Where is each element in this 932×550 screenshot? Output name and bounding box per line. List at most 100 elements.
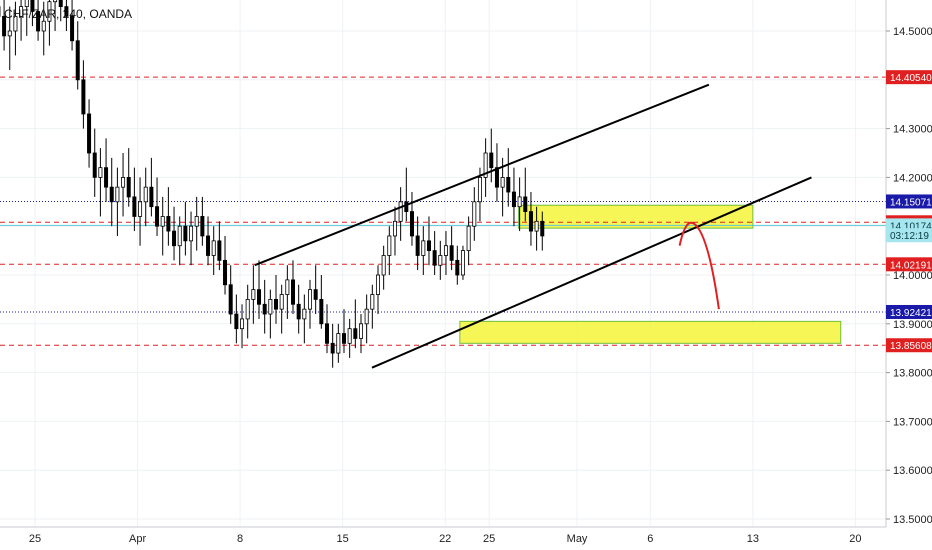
- candle-56[interactable]: [268, 289, 273, 339]
- candle-25[interactable]: [92, 128, 97, 197]
- candle-78[interactable]: [392, 206, 397, 256]
- candle-92[interactable]: [472, 187, 477, 241]
- candle-36[interactable]: [155, 177, 160, 236]
- candle-12[interactable]: [19, 0, 24, 41]
- candle-62[interactable]: [302, 294, 307, 344]
- candle-17[interactable]: [47, 0, 52, 46]
- candle-104[interactable]: [540, 211, 545, 251]
- candle-65[interactable]: [319, 275, 324, 329]
- candle-34[interactable]: [143, 167, 148, 227]
- candle-86[interactable]: [438, 240, 443, 280]
- candle-47[interactable]: [217, 221, 222, 271]
- candle-96[interactable]: [494, 143, 499, 202]
- candle-42[interactable]: [189, 211, 194, 266]
- candle-69[interactable]: [341, 309, 346, 354]
- candle-15[interactable]: [36, 0, 41, 41]
- candle-19[interactable]: [58, 0, 63, 22]
- candle-100[interactable]: [517, 177, 522, 232]
- candle-38[interactable]: [166, 187, 171, 246]
- candle-74[interactable]: [370, 284, 375, 329]
- candle-85[interactable]: [432, 231, 437, 275]
- candle-58[interactable]: [279, 284, 284, 334]
- trendlines[interactable]: [254, 83, 812, 369]
- candle-45[interactable]: [206, 216, 211, 266]
- candle-83[interactable]: [421, 226, 426, 275]
- channel-lower[interactable]: [371, 176, 812, 369]
- candle-21[interactable]: [70, 0, 75, 51]
- candle-79[interactable]: [398, 187, 403, 241]
- candle-101[interactable]: [523, 167, 528, 222]
- candle-10[interactable]: [7, 6, 12, 71]
- candle-31[interactable]: [126, 148, 131, 207]
- candle-89[interactable]: [455, 245, 460, 285]
- candle-14[interactable]: [30, 0, 35, 27]
- candle-70[interactable]: [347, 318, 352, 358]
- candle-9[interactable]: [2, 0, 7, 51]
- channel-upper[interactable]: [254, 83, 710, 267]
- candle-52[interactable]: [245, 284, 250, 339]
- candle-81[interactable]: [409, 192, 414, 246]
- candle-98[interactable]: [506, 148, 511, 207]
- candle-82[interactable]: [415, 216, 420, 271]
- candle-53[interactable]: [251, 265, 256, 324]
- candle-103[interactable]: [534, 206, 539, 251]
- candle-35[interactable]: [149, 157, 154, 217]
- candle-46[interactable]: [211, 226, 216, 275]
- candle-23[interactable]: [81, 60, 86, 129]
- candle-22[interactable]: [75, 21, 80, 90]
- candle-64[interactable]: [313, 265, 318, 315]
- candle-24[interactable]: [87, 99, 92, 168]
- candle-44[interactable]: [200, 196, 205, 246]
- x-axis[interactable]: 25 Apr 8 15 22 25 May 6 13 20: [29, 533, 862, 545]
- candle-75[interactable]: [375, 265, 380, 315]
- candle-18[interactable]: [53, 0, 58, 31]
- candle-87[interactable]: [443, 231, 448, 275]
- candle-63[interactable]: [308, 279, 313, 329]
- candle-13[interactable]: [24, 0, 29, 36]
- candle-54[interactable]: [257, 260, 262, 319]
- candle-57[interactable]: [274, 275, 279, 324]
- candle-91[interactable]: [466, 216, 471, 266]
- candles[interactable]: [0, 0, 545, 368]
- candle-49[interactable]: [228, 265, 233, 324]
- candle-99[interactable]: [511, 167, 516, 227]
- candle-30[interactable]: [121, 153, 126, 217]
- candle-43[interactable]: [194, 196, 199, 251]
- candle-32[interactable]: [132, 167, 137, 232]
- candle-29[interactable]: [115, 167, 120, 236]
- candle-37[interactable]: [160, 196, 165, 256]
- candle-55[interactable]: [262, 279, 267, 334]
- candle-50[interactable]: [234, 294, 239, 344]
- candle-28[interactable]: [109, 157, 114, 227]
- candle-71[interactable]: [353, 299, 358, 349]
- candle-59[interactable]: [285, 265, 290, 319]
- candle-88[interactable]: [449, 226, 454, 271]
- candle-39[interactable]: [172, 206, 177, 261]
- candle-20[interactable]: [64, 0, 69, 31]
- candle-51[interactable]: [240, 304, 245, 349]
- candle-73[interactable]: [364, 294, 369, 344]
- candle-61[interactable]: [296, 284, 301, 334]
- candle-41[interactable]: [183, 201, 188, 256]
- candle-90[interactable]: [460, 245, 465, 280]
- candle-95[interactable]: [489, 128, 494, 183]
- candle-66[interactable]: [325, 304, 330, 354]
- candle-27[interactable]: [104, 138, 109, 202]
- candle-40[interactable]: [177, 216, 182, 266]
- candle-16[interactable]: [41, 1, 46, 56]
- candle-77[interactable]: [387, 226, 392, 275]
- candle-67[interactable]: [330, 323, 335, 368]
- candle-11[interactable]: [13, 1, 18, 56]
- candle-26[interactable]: [98, 148, 103, 217]
- target-zone[interactable]: [459, 320, 842, 344]
- candle-102[interactable]: [528, 192, 533, 246]
- candle-48[interactable]: [223, 235, 228, 295]
- candle-94[interactable]: [483, 138, 488, 197]
- candle-76[interactable]: [381, 245, 386, 290]
- candle-84[interactable]: [426, 216, 431, 266]
- candle-60[interactable]: [291, 260, 296, 315]
- candle-33[interactable]: [138, 177, 143, 246]
- candle-68[interactable]: [336, 323, 341, 363]
- candle-72[interactable]: [358, 314, 363, 354]
